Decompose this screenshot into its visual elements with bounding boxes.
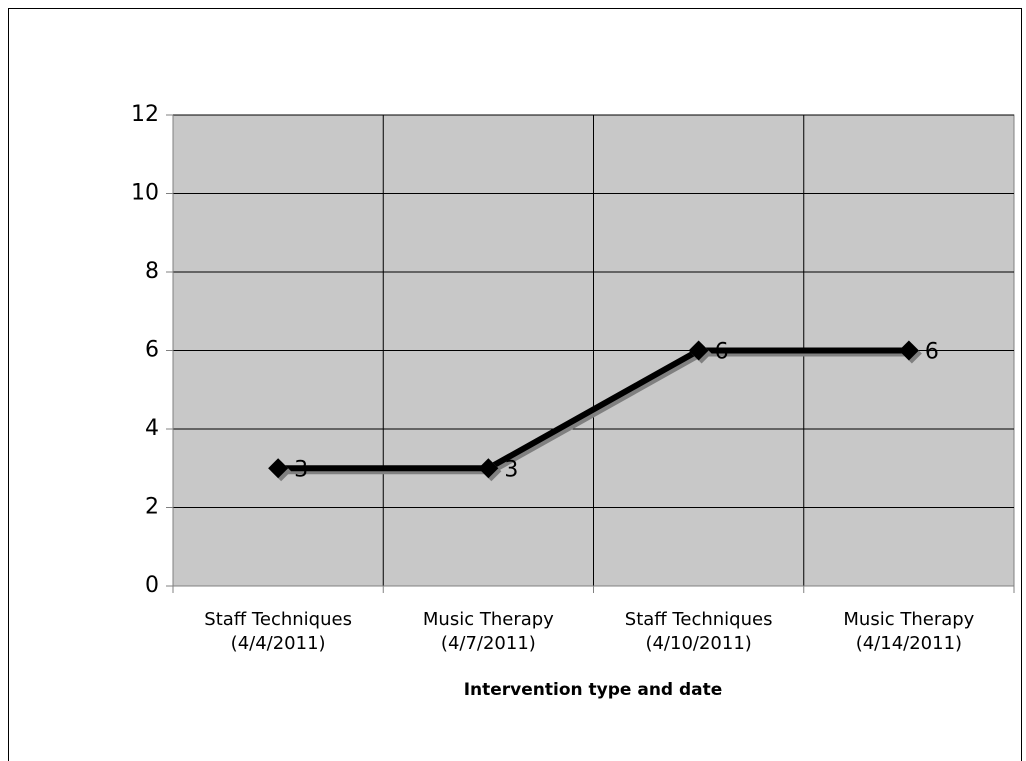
x-tick-label-line: Music Therapy	[843, 609, 974, 630]
x-tick-label: Music Therapy (4/14/2011)	[843, 609, 974, 654]
y-tick-label: 6	[145, 338, 159, 363]
y-tick-label: 10	[131, 181, 159, 206]
y-tick-label: 8	[145, 259, 159, 284]
y-tick-label: 0	[145, 573, 159, 598]
x-tick-label: Music Therapy (4/7/2011)	[423, 609, 554, 654]
x-tick-label-line: (4/4/2011)	[231, 633, 326, 654]
marker	[478, 458, 499, 479]
x-tick-label-line: (4/7/2011)	[441, 633, 536, 654]
data-label: 3	[504, 457, 518, 482]
y-tick-label: 12	[131, 102, 159, 127]
line	[278, 347, 909, 472]
y-tick-label: 2	[145, 495, 159, 520]
data-label: 6	[715, 340, 729, 365]
marker	[268, 458, 289, 479]
x-tick-label-line: (4/14/2011)	[856, 633, 962, 654]
data-label: 6	[925, 340, 939, 365]
x-tick-label-line: Music Therapy	[423, 609, 554, 630]
x-tick-label: Staff Techniques (4/4/2011)	[204, 609, 352, 654]
x-tick-label-line: (4/10/2011)	[645, 633, 751, 654]
y-tick-label: 4	[145, 416, 159, 441]
x-tick-label-line: Staff Techniques	[204, 609, 352, 630]
marker	[898, 340, 919, 361]
x-tick-label: Staff Techniques (4/10/2011)	[625, 609, 773, 654]
data-label: 3	[294, 457, 308, 482]
x-tick-label-line: Staff Techniques	[625, 609, 773, 630]
marker	[688, 340, 709, 361]
x-axis-title: Intervention type and date	[464, 680, 723, 700]
